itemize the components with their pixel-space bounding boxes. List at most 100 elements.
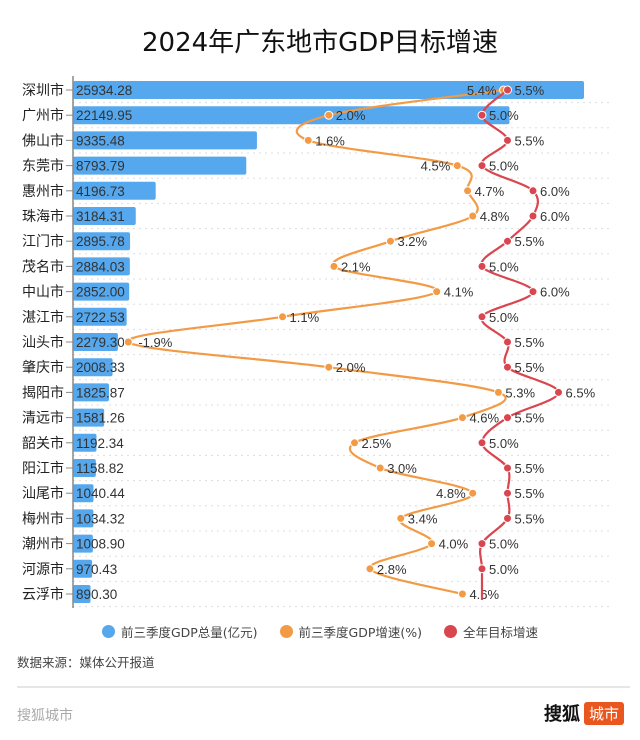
category-label: 阳江市 <box>22 460 64 477</box>
category-label: 佛山市 <box>22 132 64 149</box>
bar <box>73 559 93 578</box>
bar-value-label: 2722.53 <box>76 310 125 325</box>
target-data-label: 6.0% <box>540 184 570 199</box>
category-label: 湛江市 <box>22 309 64 326</box>
legend-label: 前三季度GDP总量(亿元) <box>120 625 258 640</box>
target-point <box>503 488 512 498</box>
target-data-label: 6.5% <box>566 385 596 400</box>
growth-data-label: 4.8% <box>436 486 466 501</box>
category-label: 珠海市 <box>22 208 64 225</box>
target-point <box>528 211 538 221</box>
bar-value-label: 2279.30 <box>76 335 125 350</box>
growth-data-label: 2.5% <box>362 436 392 451</box>
target-data-label: 5.5% <box>515 234 545 249</box>
target-data-label: 5.0% <box>489 259 519 274</box>
bar <box>73 257 130 276</box>
growth-point <box>468 488 478 498</box>
growth-point <box>463 186 473 196</box>
category-label: 深圳市 <box>22 82 64 99</box>
chart-title: 2024年广东地市GDP目标增速 <box>141 28 498 58</box>
growth-point <box>493 387 503 397</box>
category-label: 潮州市 <box>22 536 64 553</box>
growth-point <box>365 564 375 574</box>
bar <box>73 156 247 175</box>
growth-data-label: 3.0% <box>387 461 417 476</box>
growth-point <box>427 539 437 549</box>
target-point <box>503 463 512 473</box>
bar <box>73 81 584 99</box>
growth-data-label: -1.9% <box>138 335 172 350</box>
growth-point <box>324 110 334 120</box>
target-data-label: 5.5% <box>515 133 545 148</box>
growth-point <box>452 161 462 171</box>
target-point <box>554 387 563 397</box>
target-data-label: 5.0% <box>489 562 519 577</box>
growth-data-label: 2.0% <box>336 360 366 375</box>
growth-data-label: 4.8% <box>480 209 510 224</box>
bar <box>73 509 94 528</box>
growth-point <box>432 287 442 297</box>
growth-point <box>329 261 339 271</box>
brand-name: 搜狐 <box>543 704 580 725</box>
bar <box>73 333 118 351</box>
bar-value-label: 1158.82 <box>76 461 124 476</box>
category-label: 揭阳市 <box>22 384 64 401</box>
growth-data-label: 3.2% <box>397 234 427 249</box>
category-label: 清远市 <box>22 410 64 427</box>
bar <box>73 534 93 553</box>
bar-value-label: 890.30 <box>76 587 117 602</box>
target-point <box>503 362 512 372</box>
growth-point <box>303 135 313 145</box>
legend-item-target[interactable]: 全年目标增速 <box>444 622 538 641</box>
target-data-label: 5.0% <box>489 159 519 174</box>
growth-point <box>278 312 288 322</box>
target-point <box>528 287 538 297</box>
growth-point <box>324 362 334 372</box>
legend-item-gdp[interactable]: 前三季度GDP总量(亿元) <box>101 622 258 641</box>
target-data-label: 5.0% <box>489 537 519 552</box>
bar-value-label: 1581.26 <box>76 411 125 426</box>
growth-data-label: 4.6% <box>469 411 499 426</box>
bar <box>73 358 113 377</box>
growth-point <box>396 513 406 523</box>
data-source: 数据来源：媒体公开报道 <box>17 655 155 670</box>
growth-data-label: 1.6% <box>315 133 345 148</box>
bar-value-label: 9335.48 <box>76 133 125 148</box>
target-point <box>477 161 487 171</box>
growth-data-label: 4.0% <box>439 537 469 552</box>
bar-value-label: 25934.28 <box>76 83 132 98</box>
category-label: 汕头市 <box>22 334 64 351</box>
bar <box>73 106 510 125</box>
legend-item-growth[interactable]: 前三季度GDP增速(%) <box>279 622 422 641</box>
category-label: 茂名市 <box>22 258 64 275</box>
target-point <box>477 438 487 448</box>
bar <box>73 181 156 200</box>
brand-logo: 搜狐 城市 <box>544 700 624 726</box>
target-data-label: 5.5% <box>515 461 545 476</box>
category-label: 河源市 <box>22 561 64 578</box>
target-data-label: 5.5% <box>515 335 545 350</box>
bar <box>73 383 109 402</box>
category-label: 云浮市 <box>22 586 64 603</box>
bar-value-label: 1008.90 <box>76 537 125 552</box>
target-point <box>477 261 487 271</box>
target-point <box>503 135 512 145</box>
target-data-label: 5.5% <box>515 360 545 375</box>
target-point <box>528 186 538 196</box>
growth-data-label: 4.6% <box>469 587 499 602</box>
growth-data-label: 4.1% <box>444 285 474 300</box>
target-point <box>477 312 487 322</box>
target-point <box>503 236 512 246</box>
bar <box>73 307 127 326</box>
bar <box>73 408 105 427</box>
bar-value-label: 2895.78 <box>76 234 125 249</box>
growth-data-label: 4.7% <box>475 184 505 199</box>
target-data-label: 5.0% <box>489 436 519 451</box>
bar-value-label: 4196.73 <box>76 184 125 199</box>
target-point <box>503 337 512 347</box>
bar-value-label: 1192.34 <box>76 436 124 451</box>
target-point <box>477 539 487 549</box>
bar-value-label: 2852.00 <box>76 285 125 300</box>
category-label: 梅州市 <box>22 510 64 527</box>
bar-value-label: 2008.33 <box>76 360 125 375</box>
